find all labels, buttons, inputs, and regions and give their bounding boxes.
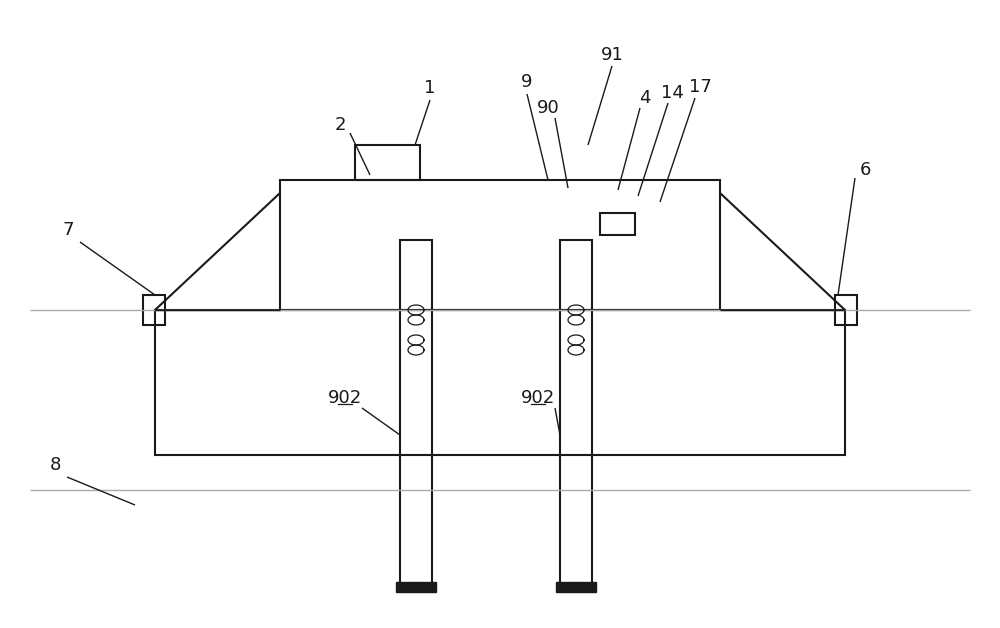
Text: 902: 902 bbox=[521, 389, 555, 407]
Text: 2: 2 bbox=[334, 116, 346, 134]
Text: 6: 6 bbox=[859, 161, 871, 179]
Text: 902: 902 bbox=[328, 389, 362, 407]
Text: 91: 91 bbox=[601, 46, 623, 64]
Bar bbox=[835, 295, 857, 325]
Bar bbox=[355, 145, 420, 180]
Bar bbox=[396, 582, 436, 592]
Text: 17: 17 bbox=[689, 78, 711, 96]
Bar bbox=[280, 180, 720, 310]
Text: 9: 9 bbox=[521, 73, 533, 91]
Bar bbox=[400, 240, 432, 590]
Bar bbox=[600, 213, 635, 235]
Bar bbox=[143, 295, 165, 325]
Text: 7: 7 bbox=[62, 221, 74, 239]
Text: 4: 4 bbox=[639, 89, 651, 107]
Bar bbox=[155, 310, 845, 455]
Text: 8: 8 bbox=[49, 456, 61, 474]
Text: 14: 14 bbox=[661, 84, 683, 102]
Text: 90: 90 bbox=[537, 99, 559, 117]
Bar bbox=[560, 240, 592, 590]
Bar bbox=[556, 582, 596, 592]
Text: 1: 1 bbox=[424, 79, 436, 97]
